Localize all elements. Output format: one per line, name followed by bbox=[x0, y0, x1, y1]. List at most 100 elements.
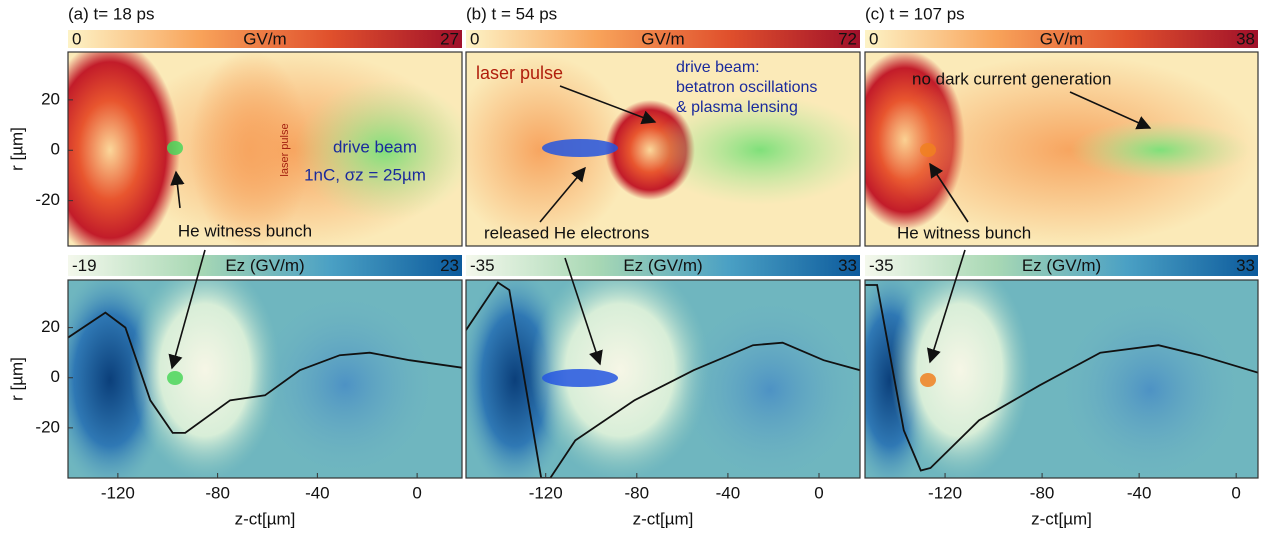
x-tick-label: 0 bbox=[412, 483, 421, 502]
particle-bunch bbox=[542, 369, 618, 387]
plot-area bbox=[68, 52, 462, 246]
colorbar-min: 0 bbox=[470, 29, 479, 48]
x-tick-label: -80 bbox=[205, 483, 230, 502]
field-structure bbox=[880, 55, 1258, 245]
plot-frame bbox=[864, 279, 1259, 479]
colorbar bbox=[865, 30, 1258, 48]
field-structure bbox=[295, 80, 462, 220]
annotation: drive beam: bbox=[676, 59, 760, 76]
arrow bbox=[559, 85, 657, 125]
x-axis-label: z-ct[µm] bbox=[1031, 509, 1092, 528]
colorbar-max: 23 bbox=[440, 256, 459, 275]
colorbar-max: 27 bbox=[440, 29, 459, 48]
field-structure bbox=[650, 95, 860, 205]
field-lineout bbox=[466, 281, 860, 478]
annotation: betatron oscillations bbox=[676, 79, 817, 96]
field-structure bbox=[890, 280, 1030, 478]
plot-area bbox=[865, 52, 1258, 246]
x-tick-label: -120 bbox=[101, 483, 135, 502]
plot-area bbox=[865, 280, 1258, 478]
colorbar-label: Ez (GV/m) bbox=[1022, 256, 1101, 275]
colorbar-label: Ez (GV/m) bbox=[623, 256, 702, 275]
annotation: drive beam bbox=[333, 137, 417, 156]
x-tick-label: -80 bbox=[625, 483, 650, 502]
particle-bunch bbox=[542, 139, 618, 157]
plot-frame bbox=[465, 279, 861, 479]
colorbar-min: -19 bbox=[72, 256, 97, 275]
field-structure bbox=[680, 300, 860, 478]
plot-frame bbox=[67, 51, 463, 247]
colorbar bbox=[466, 255, 860, 276]
y-tick-label: 20 bbox=[41, 89, 60, 108]
arrow bbox=[929, 162, 969, 223]
colorbar bbox=[865, 255, 1258, 276]
panel-title: (b) t = 54 ps bbox=[466, 4, 557, 23]
arrow bbox=[564, 257, 603, 366]
particle-bunch bbox=[920, 143, 936, 157]
colorbar-max: 72 bbox=[838, 29, 857, 48]
colorbar bbox=[466, 30, 860, 48]
x-tick-label: 0 bbox=[1231, 483, 1240, 502]
colorbar-label: GV/m bbox=[243, 29, 286, 48]
field-structure bbox=[255, 295, 435, 475]
x-tick-label: -40 bbox=[1127, 483, 1152, 502]
field-structure bbox=[190, 52, 310, 246]
colorbar-label: Ez (GV/m) bbox=[225, 256, 304, 275]
colorbar-max: 38 bbox=[1236, 29, 1255, 48]
field-lineout bbox=[68, 311, 462, 434]
plot-area bbox=[68, 280, 462, 478]
plot-frame bbox=[864, 51, 1259, 247]
colorbar-min: -35 bbox=[470, 256, 495, 275]
x-tick-label: -80 bbox=[1030, 483, 1055, 502]
arrow bbox=[170, 170, 185, 209]
y-tick-label: -20 bbox=[35, 190, 60, 209]
colorbar-min: 0 bbox=[869, 29, 878, 48]
colorbar-label: GV/m bbox=[1040, 29, 1083, 48]
field-lineout bbox=[865, 284, 1258, 472]
x-tick-label: -120 bbox=[928, 483, 962, 502]
plot-area bbox=[466, 280, 860, 478]
annotation: no dark current generation bbox=[912, 69, 1111, 88]
colorbar-max: 33 bbox=[1236, 256, 1255, 275]
annotation: 1nC, σz = 25µm bbox=[304, 165, 426, 184]
field-structure bbox=[530, 280, 710, 478]
panel-title: (c) t = 107 ps bbox=[865, 4, 965, 23]
field-structure bbox=[1070, 120, 1250, 180]
annotation: He witness bunch bbox=[897, 223, 1031, 242]
colorbar-min: 0 bbox=[72, 29, 81, 48]
arrow bbox=[168, 249, 206, 370]
y-tick-label: 20 bbox=[41, 317, 60, 336]
annotation: & plasma lensing bbox=[676, 99, 798, 116]
y-tick-label: -20 bbox=[35, 417, 60, 436]
colorbar-max: 33 bbox=[838, 256, 857, 275]
arrow bbox=[926, 249, 966, 364]
particle-bunch bbox=[167, 371, 183, 385]
annotation: laser pulse bbox=[279, 123, 291, 176]
plot-frame bbox=[465, 51, 861, 247]
panel-title: (a) t= 18 ps bbox=[68, 4, 154, 23]
y-tick-label: 0 bbox=[51, 140, 60, 159]
colorbar bbox=[68, 30, 462, 48]
annotation: released He electrons bbox=[484, 223, 649, 242]
field-structure bbox=[130, 280, 280, 478]
x-tick-label: -40 bbox=[305, 483, 330, 502]
particle-bunch bbox=[920, 373, 936, 387]
x-tick-label: -120 bbox=[529, 483, 563, 502]
colorbar-label: GV/m bbox=[641, 29, 684, 48]
x-tick-label: -40 bbox=[716, 483, 741, 502]
plot-frame bbox=[67, 279, 463, 479]
x-axis-label: z-ct[µm] bbox=[633, 509, 694, 528]
y-axis-label: r [µm] bbox=[7, 357, 26, 401]
particle-bunch bbox=[167, 141, 183, 155]
field-structure bbox=[68, 52, 180, 246]
plot-area bbox=[466, 52, 860, 246]
x-tick-label: 0 bbox=[814, 483, 823, 502]
colorbar bbox=[68, 255, 462, 276]
arrow bbox=[1069, 91, 1152, 130]
colorbar-min: -35 bbox=[869, 256, 894, 275]
arrow bbox=[539, 166, 586, 223]
y-tick-label: 0 bbox=[51, 367, 60, 386]
y-axis-label: r [µm] bbox=[7, 127, 26, 171]
annotation: laser pulse bbox=[476, 63, 563, 83]
annotation: He witness bunch bbox=[178, 221, 312, 240]
